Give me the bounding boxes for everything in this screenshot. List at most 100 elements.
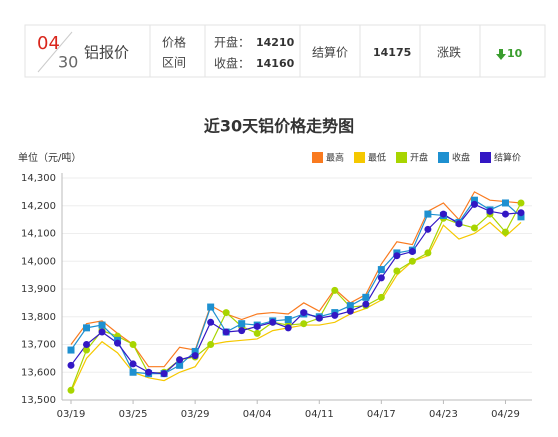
point <box>470 224 478 232</box>
point <box>222 309 230 317</box>
x-tick-label: 03/25 <box>119 409 148 420</box>
point <box>98 328 106 336</box>
x-tick-label: 04/17 <box>367 409 396 420</box>
point <box>238 327 246 335</box>
y-tick-label: 13,600 <box>21 367 56 378</box>
point <box>222 328 230 336</box>
y-tick-label: 14,100 <box>21 229 56 240</box>
y-tick-label: 14,300 <box>21 173 56 184</box>
point <box>253 322 261 330</box>
point <box>362 293 370 301</box>
x-tick-label: 04/04 <box>243 409 272 420</box>
legend-swatch <box>312 152 323 163</box>
point <box>284 316 292 324</box>
x-tick-label: 03/29 <box>181 409 210 420</box>
series-line <box>70 191 522 368</box>
legend-label: 最高 <box>326 152 344 164</box>
legend-swatch <box>354 152 365 163</box>
point <box>501 199 509 207</box>
chart-title: 近30天铝价格走势图 <box>204 117 354 136</box>
point <box>207 303 215 311</box>
point <box>67 386 75 394</box>
point <box>377 266 385 274</box>
legend-label: 收盘 <box>452 152 470 164</box>
price-label: 价格 <box>162 35 186 50</box>
point <box>83 346 91 354</box>
legend-label: 结算价 <box>494 152 521 164</box>
point <box>191 347 199 355</box>
settle: 14175 <box>373 46 411 59</box>
y-tick-label: 13,800 <box>21 312 56 323</box>
point <box>315 314 323 322</box>
point <box>424 210 432 218</box>
point <box>300 320 308 328</box>
point <box>300 309 308 317</box>
point <box>408 257 416 265</box>
point <box>517 213 525 221</box>
point <box>393 252 401 260</box>
point <box>424 225 432 233</box>
point <box>408 248 416 256</box>
y-label: 单位（元/吨） <box>18 151 81 164</box>
header-box <box>24 24 546 78</box>
change: 10 <box>507 47 523 60</box>
close-label: 收盘： <box>214 56 250 71</box>
point <box>207 318 215 326</box>
point <box>331 286 339 294</box>
legend-label: 最低 <box>368 152 386 164</box>
point <box>439 210 447 218</box>
point <box>207 341 215 348</box>
open: 14210 <box>256 36 295 49</box>
point <box>176 361 184 369</box>
legend-swatch <box>396 152 407 163</box>
plot: 13,500 13,600 13,700 13,800 13,900 14,000 14,1… <box>21 152 532 420</box>
y-tick-label: 13,700 <box>21 340 56 351</box>
point <box>129 360 137 368</box>
x-tick-label: 03/19 <box>57 409 86 420</box>
point <box>83 341 91 348</box>
point <box>424 249 432 257</box>
month: 04 <box>37 33 60 54</box>
y-tick-label: 13,500 <box>21 395 56 406</box>
point <box>145 368 153 376</box>
point <box>501 228 509 236</box>
point <box>129 368 137 376</box>
point <box>486 207 494 215</box>
point <box>253 329 261 337</box>
point <box>377 293 385 301</box>
close: 14160 <box>256 57 295 70</box>
settle-label: 结算价 <box>312 45 348 60</box>
legend-swatch <box>480 152 491 163</box>
point <box>67 361 75 369</box>
point <box>470 200 478 208</box>
point <box>346 307 354 315</box>
down-arrow <box>496 49 506 60</box>
series-line <box>70 202 522 391</box>
point <box>160 370 168 378</box>
date-slash <box>37 31 73 73</box>
point <box>284 324 292 332</box>
point <box>191 352 199 360</box>
legend-label: 开盘 <box>410 152 428 164</box>
point <box>377 274 385 282</box>
point <box>470 196 478 204</box>
point <box>362 300 370 308</box>
change-label: 涨跌 <box>437 45 461 60</box>
point <box>517 199 525 207</box>
point <box>83 324 91 332</box>
y-tick-label: 13,900 <box>21 284 56 295</box>
x-tick-label: 04/11 <box>305 409 334 420</box>
range-label: 区间 <box>162 56 186 70</box>
y-tick-label: 14,200 <box>21 201 56 212</box>
legend-swatch <box>438 152 449 163</box>
point <box>238 320 246 328</box>
point <box>98 321 106 329</box>
point <box>455 220 463 228</box>
point <box>517 209 525 217</box>
point <box>331 311 339 319</box>
series-line <box>70 199 522 375</box>
day: 30 <box>58 53 78 72</box>
x-tick-label: 04/23 <box>429 409 458 420</box>
x-tick-label: 04/29 <box>491 409 520 420</box>
